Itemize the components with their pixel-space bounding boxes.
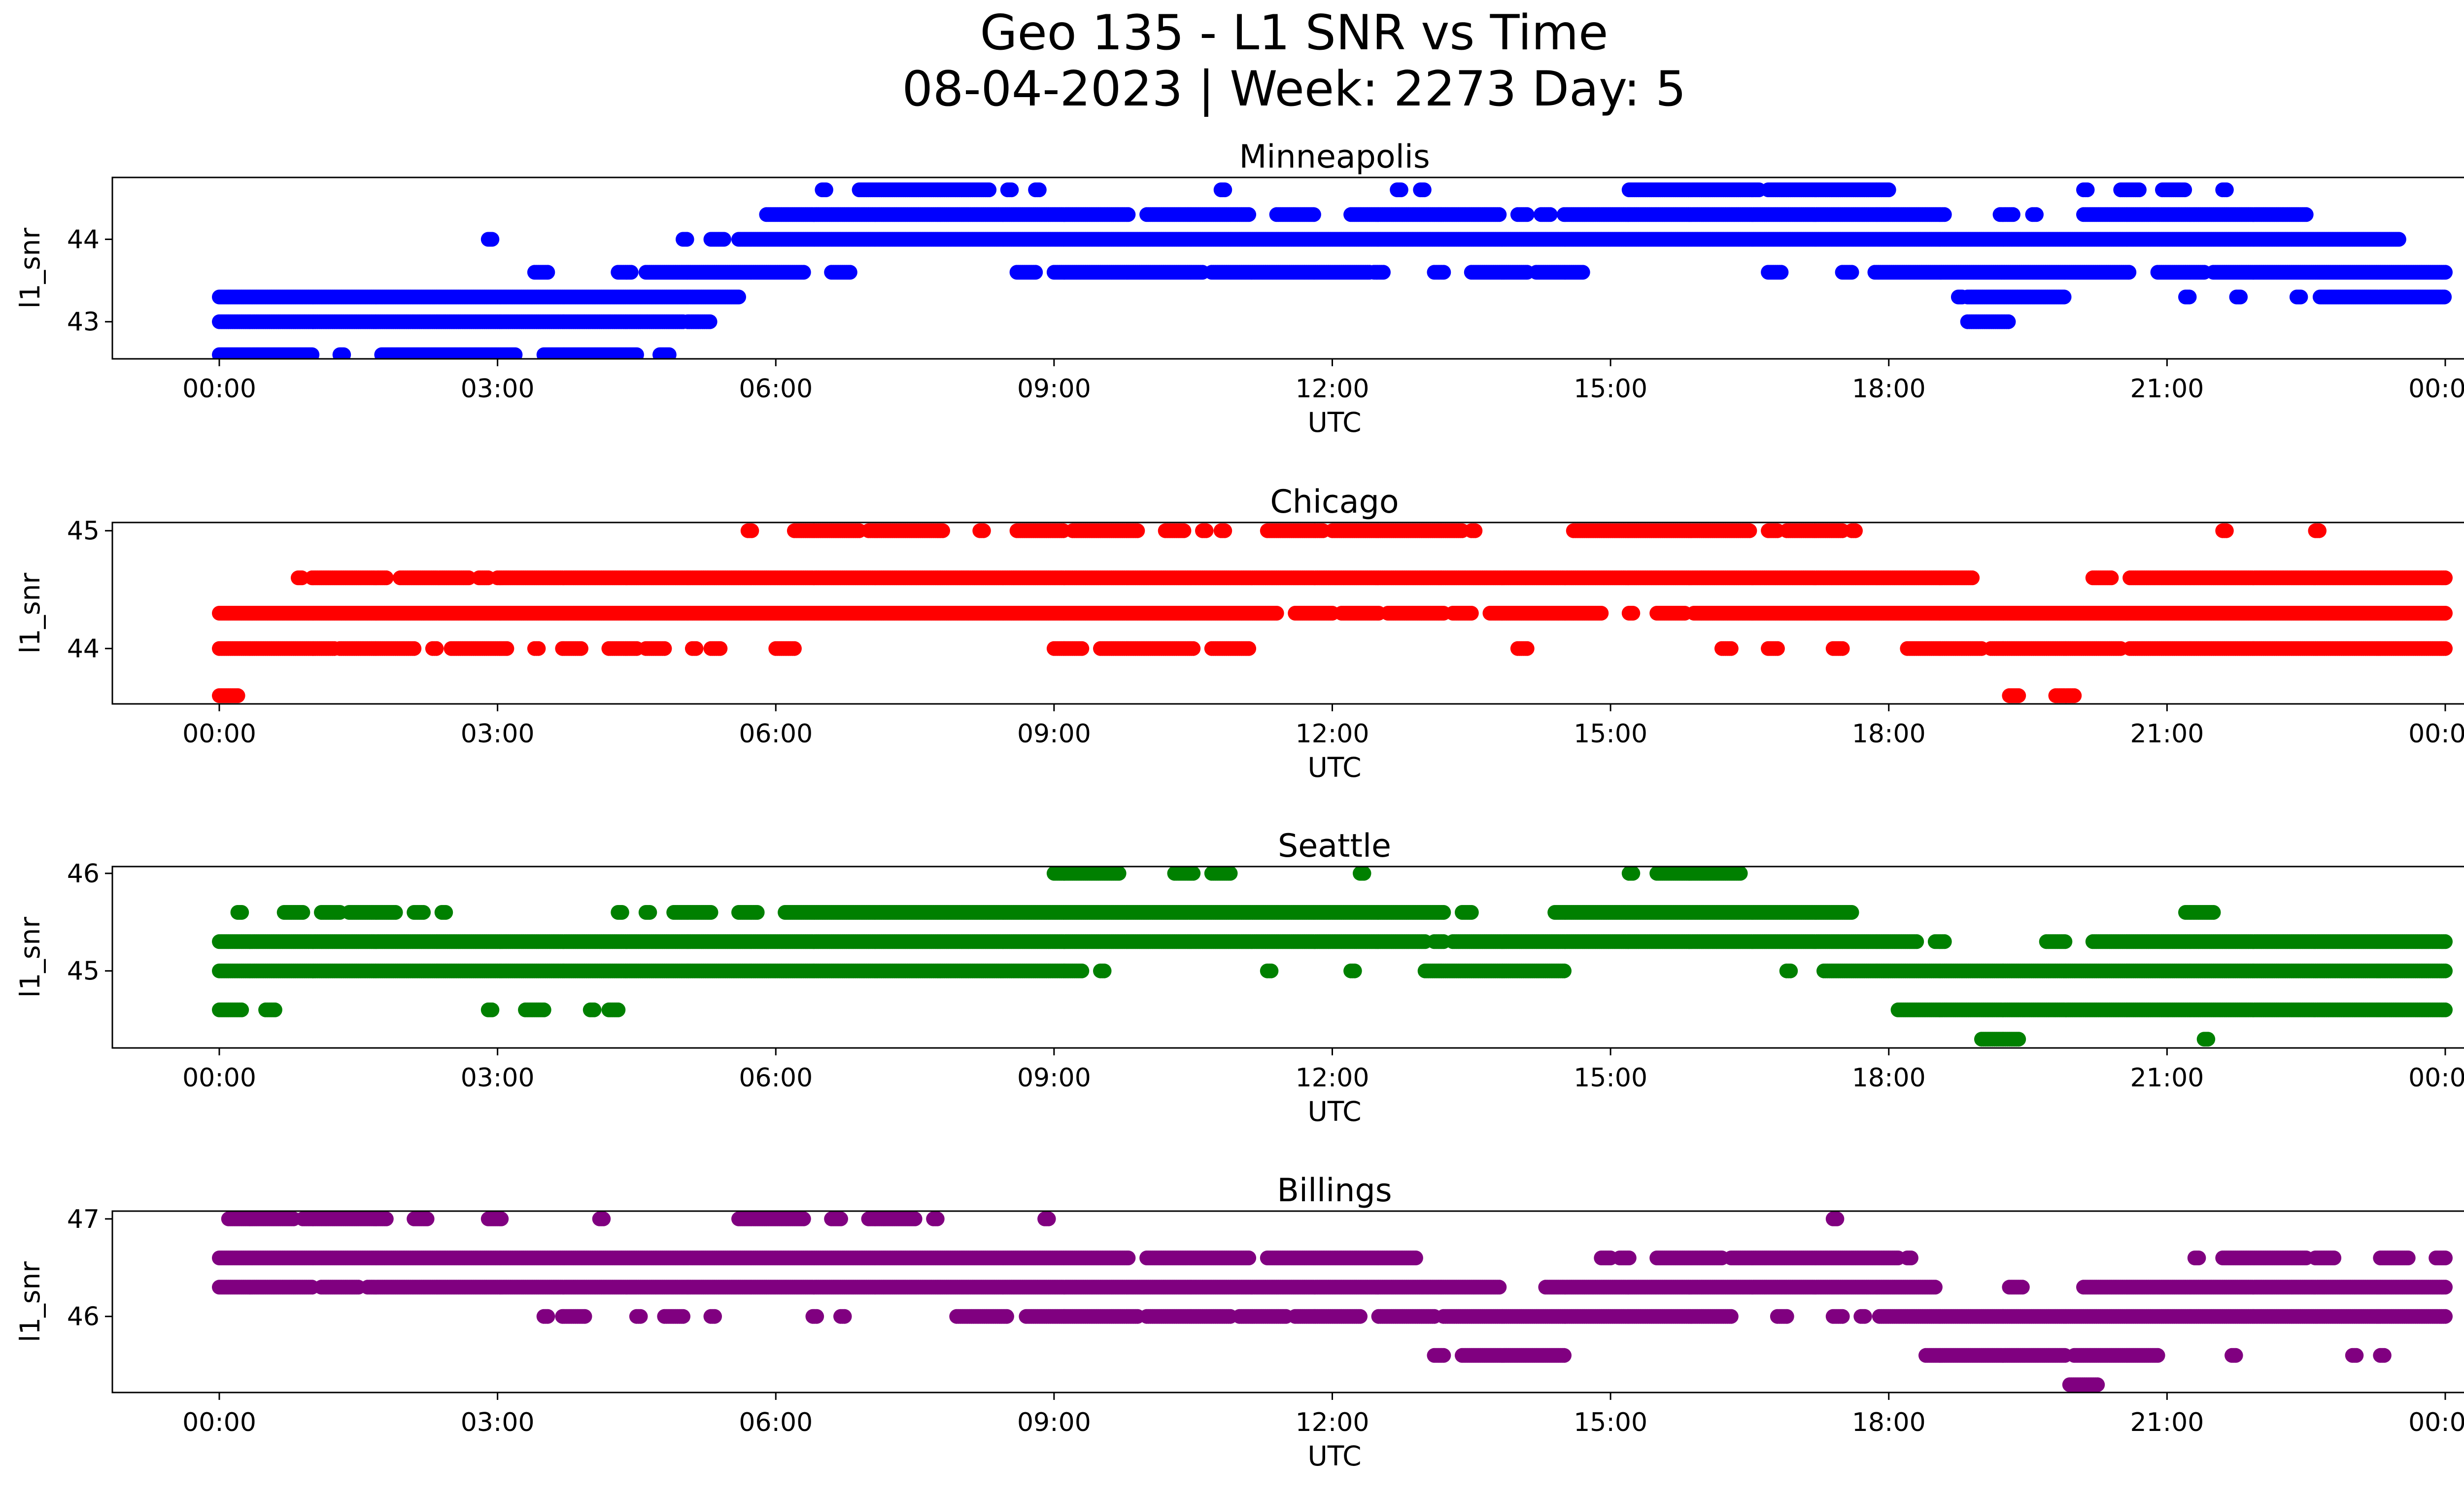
- data-point: [1543, 207, 1558, 222]
- data-point: [2177, 182, 2192, 197]
- data-point: [1269, 606, 1284, 621]
- data-point: [2438, 265, 2453, 279]
- data-point: [1882, 182, 1896, 197]
- data-point: [2182, 290, 2197, 305]
- snr-level-44.3: [759, 207, 2313, 222]
- data-point: [2057, 290, 2072, 305]
- x-tick-label: 09:00: [1017, 374, 1091, 404]
- data-point: [2011, 688, 2026, 703]
- data-point: [407, 641, 421, 656]
- data-point: [2067, 688, 2082, 703]
- data-point: [2293, 290, 2308, 305]
- data-point: [484, 232, 499, 247]
- data-point: [982, 182, 996, 197]
- data-point: [231, 688, 245, 703]
- x-axis-label: UTC: [1307, 407, 1361, 438]
- figure-title: Geo 135 - L1 SNR vs Time: [980, 5, 1608, 61]
- data-point: [1032, 182, 1047, 197]
- data-point: [2438, 641, 2453, 656]
- data-point: [2437, 290, 2452, 305]
- data-point: [1417, 182, 1432, 197]
- data-point: [2029, 207, 2044, 222]
- data-point: [2080, 182, 2095, 197]
- data-point: [796, 265, 811, 279]
- data-point: [540, 265, 555, 279]
- data-point: [1394, 182, 1408, 197]
- y-tick-label: 44: [67, 225, 100, 254]
- data-point: [1520, 641, 1535, 656]
- data-point: [657, 641, 672, 656]
- data-point: [2299, 207, 2314, 222]
- data-point: [688, 641, 703, 656]
- data-point: [1835, 641, 1850, 656]
- data-point: [499, 641, 514, 656]
- data-point: [1464, 606, 1479, 621]
- data-point: [2392, 232, 2406, 247]
- data-point: [1074, 641, 1089, 656]
- data-point: [1186, 641, 1200, 656]
- data-point: [1770, 641, 1785, 656]
- data-point: [819, 182, 833, 197]
- data-point: [1492, 207, 1506, 222]
- subplot-title: Minneapolis: [1239, 139, 1430, 175]
- data-point: [429, 641, 444, 656]
- x-tick-label: 03:00: [461, 374, 535, 404]
- x-tick-label: 06:00: [739, 374, 813, 404]
- x-tick-label: 21:00: [2130, 374, 2204, 404]
- data-point: [1241, 207, 1256, 222]
- data-point: [843, 265, 857, 279]
- figure-subtitle: 08-04-2023 | Week: 2273 Day: 5: [902, 61, 1686, 117]
- x-tick-label: 12:00: [1296, 374, 1369, 404]
- x-tick-label: 18:00: [1852, 374, 1926, 404]
- y-axis-label: l1_snr: [14, 228, 46, 309]
- data-point: [1594, 606, 1608, 621]
- subplot-title: Chicago: [1270, 484, 1399, 521]
- data-point: [624, 265, 639, 279]
- data-point: [1376, 265, 1391, 279]
- data-point: [1028, 265, 1043, 279]
- data-point: [713, 641, 727, 656]
- data-point: [531, 641, 546, 656]
- data-point: [2219, 182, 2234, 197]
- snr-level-44: [481, 232, 2406, 247]
- data-point: [2001, 314, 2016, 329]
- data-point: [1436, 265, 1451, 279]
- data-point: [2132, 182, 2147, 197]
- data-point: [731, 290, 746, 305]
- data-point: [717, 232, 731, 247]
- snr-level-44.3: [212, 606, 2453, 621]
- data-point: [1575, 265, 1590, 279]
- data-point: [1004, 182, 1019, 197]
- data-point: [1937, 207, 1952, 222]
- data-point: [787, 641, 802, 656]
- x-tick-label: 15:00: [1574, 374, 1647, 404]
- data-point: [2122, 265, 2136, 279]
- data-point: [2233, 290, 2248, 305]
- data-point: [574, 641, 588, 656]
- data-point: [1774, 265, 1788, 279]
- x-tick-label: 00:00: [2408, 374, 2464, 404]
- data-point: [2006, 207, 2020, 222]
- data-point: [1121, 207, 1135, 222]
- data-point: [1241, 641, 1256, 656]
- data-point: [1217, 182, 1232, 197]
- x-tick-label: 00:00: [182, 374, 256, 404]
- data-point: [1520, 207, 1535, 222]
- y-tick-label: 43: [67, 308, 100, 337]
- data-point: [1724, 641, 1739, 656]
- data-point: [680, 232, 694, 247]
- data-point: [1625, 606, 1640, 621]
- data-point: [1306, 207, 1321, 222]
- data-point: [703, 314, 718, 329]
- data-point: [1845, 265, 1859, 279]
